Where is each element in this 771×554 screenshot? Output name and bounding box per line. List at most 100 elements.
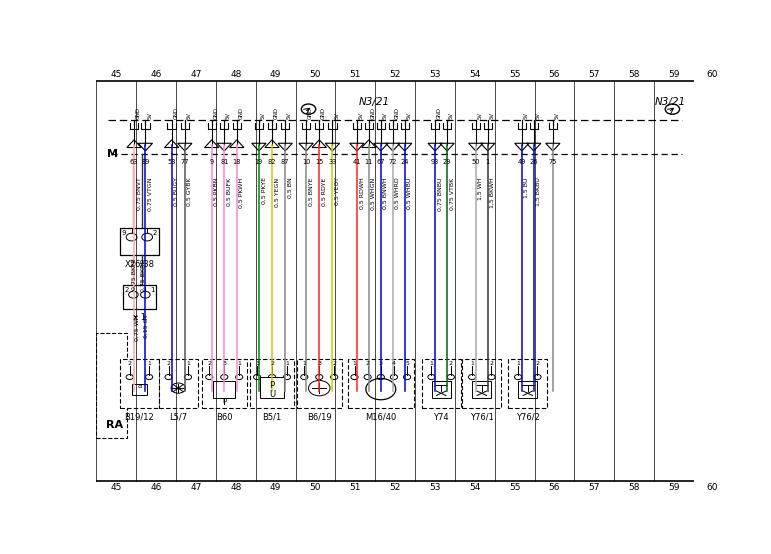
Text: 55: 55 [509,70,520,79]
Text: a: a [137,383,142,389]
Text: 24: 24 [400,159,409,165]
Text: 63: 63 [130,159,138,165]
Text: 0,75 BNVT: 0,75 BNVT [136,177,141,211]
Text: 5V: 5V [334,112,339,119]
Text: 2: 2 [270,361,274,366]
Bar [518,381,537,398]
Text: 4: 4 [392,361,396,366]
Text: 60: 60 [706,483,718,493]
Text: 3: 3 [317,361,322,366]
Text: L5/7: L5/7 [169,413,187,422]
Text: 19: 19 [254,159,263,165]
Text: 0,5 WHBU: 0,5 WHBU [407,177,412,209]
Text: 2: 2 [332,361,336,366]
Text: 49: 49 [270,70,281,79]
Bar [133,384,146,394]
Text: 5V: 5V [477,112,483,119]
Text: 2: 2 [449,361,453,366]
Bar [96,333,127,438]
Text: 0,5 PKBN: 0,5 PKBN [214,177,219,206]
Text: 82: 82 [268,159,276,165]
Text: 1: 1 [285,361,289,366]
Text: 58: 58 [628,70,640,79]
Text: 1,5 BKWH: 1,5 BKWH [490,177,495,208]
Text: 3: 3 [379,361,382,366]
Text: 56: 56 [549,70,561,79]
Bar [508,358,547,408]
Text: 45: 45 [110,483,122,493]
Text: 0,5 WHGN: 0,5 WHGN [371,177,376,209]
Text: 52: 52 [389,483,401,493]
Text: N3/21: N3/21 [655,97,685,107]
Text: 50: 50 [310,483,322,493]
Text: 18: 18 [233,159,241,165]
Text: 0,75 VTGN: 0,75 VTGN [148,177,153,211]
Text: 0,5 RDWH: 0,5 RDWH [359,177,364,209]
Bar [348,358,414,408]
Text: 0,75 BKRD: 0,75 BKRD [141,258,146,292]
Text: 5V: 5V [406,112,412,119]
Text: 2: 2 [124,287,129,293]
Bar [432,381,451,398]
Text: 5V: 5V [382,112,388,119]
Bar [250,358,295,408]
Text: 0,75 VTBK: 0,75 VTBK [449,177,455,209]
Text: 1,5 WH: 1,5 WH [478,177,483,200]
Text: 51: 51 [349,483,361,493]
Text: 0,5 BUFK: 0,5 BUFK [227,177,231,206]
Text: GND: GND [238,107,244,119]
Text: B6/19: B6/19 [307,413,332,422]
Text: 41: 41 [352,159,361,165]
Text: 0,5 BUGY: 0,5 BUGY [174,177,179,207]
Text: 51: 51 [349,70,361,79]
Bar [120,358,159,408]
Text: GND: GND [274,107,279,119]
Text: GND: GND [136,107,141,119]
Text: 67: 67 [376,159,385,165]
Text: 0,75 BNBU: 0,75 BNBU [438,177,443,211]
Bar [422,358,460,408]
Text: 87: 87 [281,159,289,165]
Text: 52: 52 [389,70,401,79]
Text: 59: 59 [668,483,680,493]
Bar [123,285,156,309]
Text: 50: 50 [310,70,322,79]
Text: M: M [107,149,118,159]
Text: 26: 26 [530,159,538,165]
Text: 1: 1 [486,159,490,165]
Text: 53: 53 [429,483,441,493]
Text: 0,5 BN: 0,5 BN [288,177,292,198]
Text: 1: 1 [470,361,474,366]
Text: GND: GND [395,107,399,119]
Text: 9: 9 [210,159,214,165]
Text: 50: 50 [472,159,480,165]
Text: 1: 1 [237,361,241,366]
Text: 49: 49 [517,159,526,165]
Text: 53: 53 [167,159,176,165]
Bar [159,358,197,408]
Text: 53: 53 [429,70,441,79]
Text: 0,15 GY: 0,15 GY [143,314,149,338]
Text: 2: 2 [207,361,211,366]
Text: 5V: 5V [261,112,266,119]
Bar [214,381,235,398]
Text: 0,5 WHRD: 0,5 WHRD [395,177,400,209]
Text: 5V: 5V [449,112,454,119]
Text: 60: 60 [706,70,718,79]
Text: 46: 46 [150,483,162,493]
Text: Y74: Y74 [433,413,449,422]
Text: B19/12: B19/12 [125,413,154,422]
Text: 0,5 GYBK: 0,5 GYBK [187,177,192,206]
Text: 33: 33 [328,159,336,165]
Text: 47: 47 [190,70,202,79]
Text: 5V: 5V [554,112,560,119]
Text: 5V: 5V [359,112,364,119]
Text: 75: 75 [549,159,557,165]
Bar [463,358,501,408]
Text: 1: 1 [429,361,433,366]
Text: 5V: 5V [226,112,231,119]
Text: N3/21: N3/21 [359,97,390,107]
Text: 5V: 5V [524,112,529,119]
Text: 0,5 YEGN: 0,5 YEGN [274,177,279,207]
Text: 59: 59 [668,70,680,79]
